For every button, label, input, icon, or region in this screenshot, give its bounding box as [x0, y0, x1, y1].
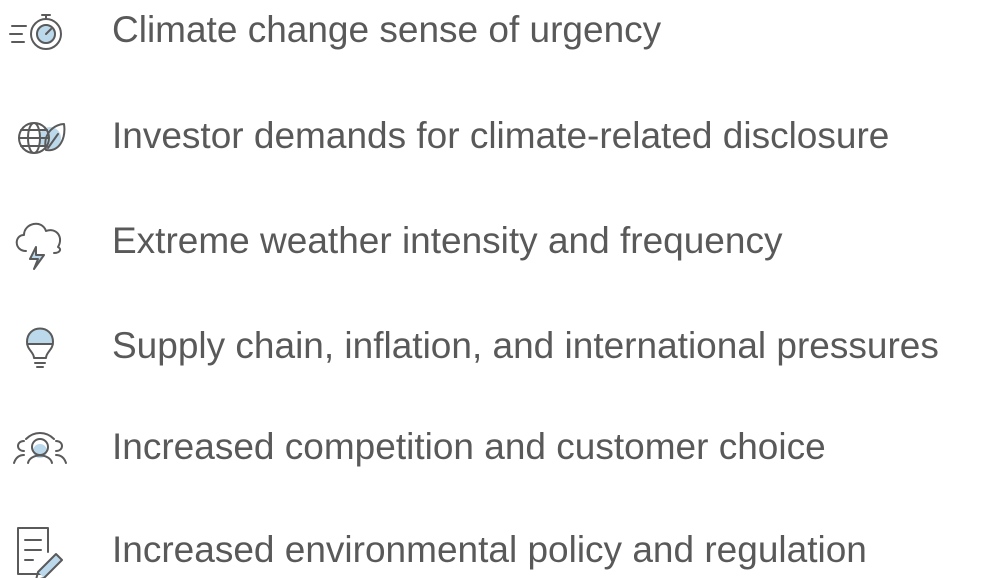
- document-pen-icon: [17, 527, 63, 578]
- list-item-label: Supply chain, inflation, and internation…: [112, 325, 939, 366]
- stopwatch-icon: [9, 14, 62, 50]
- list-item-label: Climate change sense of urgency: [112, 9, 662, 50]
- people-icon: [13, 432, 67, 464]
- globe-leaf-icon: [18, 122, 66, 154]
- list-item-label: Increased environmental policy and regul…: [112, 529, 867, 570]
- list-item-label: Extreme weather intensity and frequency: [112, 220, 783, 261]
- bulb-icon: [26, 327, 54, 368]
- storm-cloud-icon: [15, 222, 62, 270]
- list-item-label: Investor demands for climate-related dis…: [112, 115, 889, 156]
- list-item-label: Increased competition and customer choic…: [112, 426, 826, 467]
